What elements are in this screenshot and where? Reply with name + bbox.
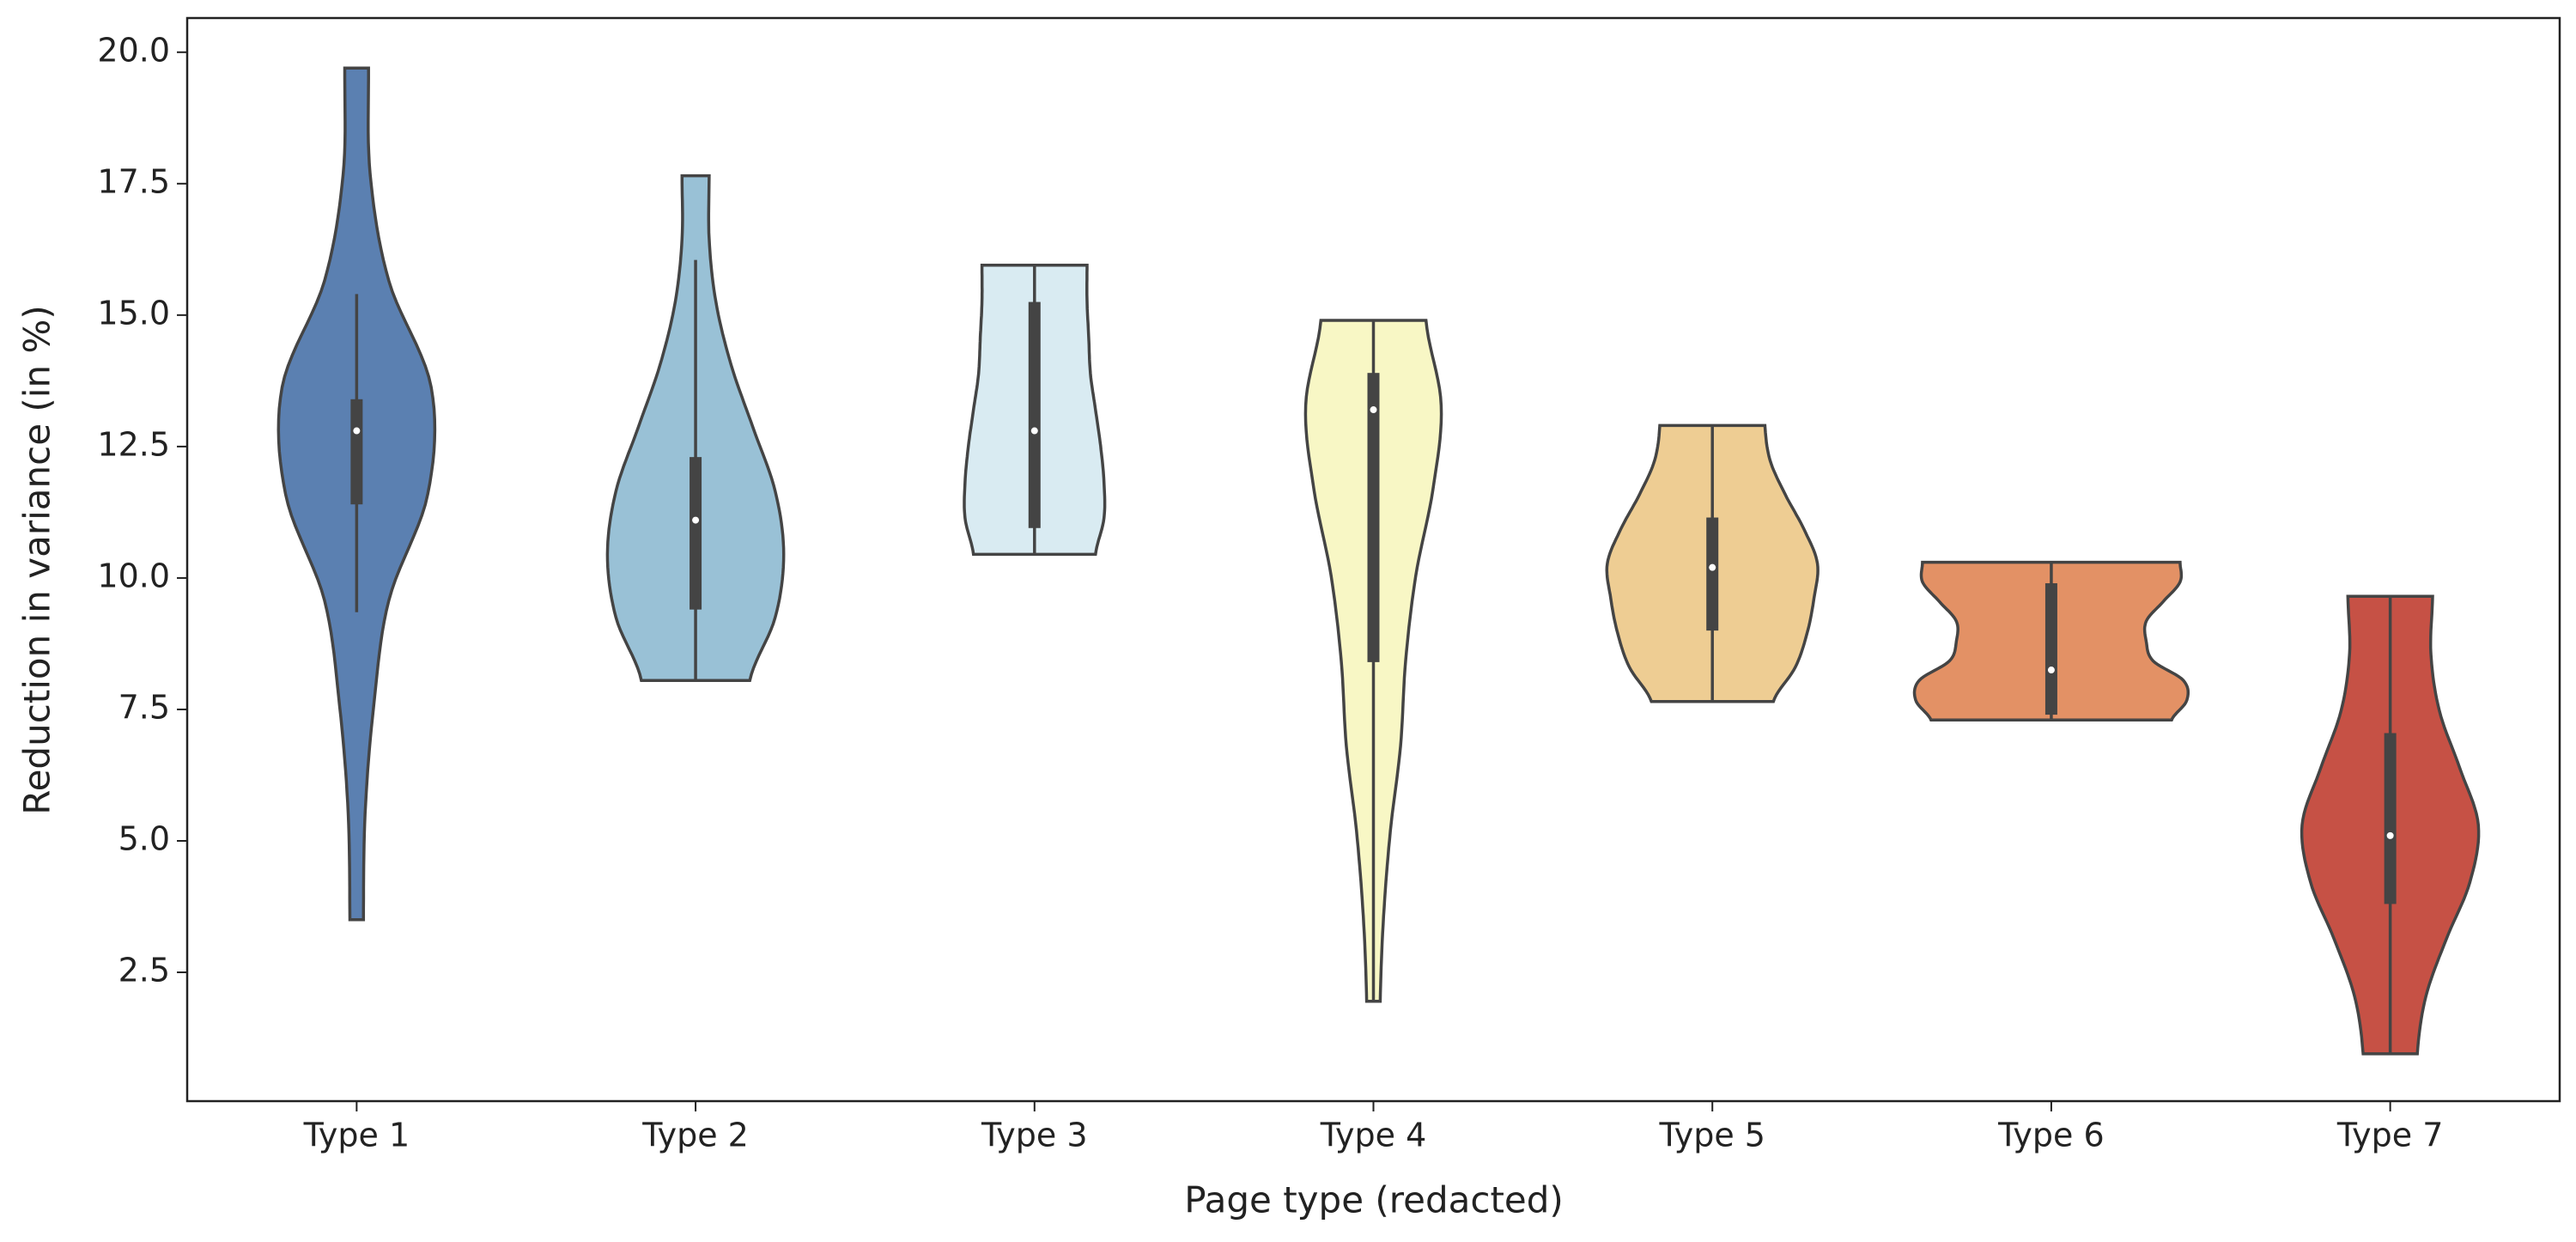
iqr-box xyxy=(350,399,363,505)
median xyxy=(1030,427,1038,435)
x-tick-label: Type 5 xyxy=(1658,1117,1765,1154)
y-tick-label: 10.0 xyxy=(97,557,170,594)
median xyxy=(2047,667,2055,674)
y-tick-label: 12.5 xyxy=(97,425,170,463)
y-tick-label: 15.0 xyxy=(97,294,170,332)
median xyxy=(692,516,700,524)
x-tick-label: Type 1 xyxy=(303,1117,410,1154)
iqr-box xyxy=(1028,301,1041,528)
iqr-box xyxy=(2044,583,2057,715)
x-tick-label: Type 4 xyxy=(1320,1117,1427,1154)
y-tick-label: 20.0 xyxy=(97,31,170,69)
median xyxy=(1709,563,1716,571)
y-tick-label: 7.5 xyxy=(118,688,170,726)
iqr-box xyxy=(1367,373,1380,662)
median xyxy=(353,427,361,435)
x-tick-label: Type 3 xyxy=(981,1117,1088,1154)
iqr-box xyxy=(690,457,702,610)
median xyxy=(1370,406,1377,414)
iqr-box xyxy=(1706,517,1719,631)
y-axis-title: Reduction in variance (in %) xyxy=(16,305,58,814)
y-tick-label: 5.0 xyxy=(118,819,170,857)
y-tick-label: 2.5 xyxy=(118,952,170,989)
x-tick-label: Type 2 xyxy=(641,1117,749,1154)
plot-frame xyxy=(185,16,2561,1103)
iqr-box xyxy=(2384,733,2397,904)
x-tick-label: Type 7 xyxy=(2336,1117,2444,1154)
median xyxy=(2386,831,2394,839)
y-tick-label: 17.5 xyxy=(97,162,170,200)
x-tick-label: Type 6 xyxy=(1997,1117,2105,1154)
x-axis-title: Page type (redacted) xyxy=(1184,1179,1564,1221)
